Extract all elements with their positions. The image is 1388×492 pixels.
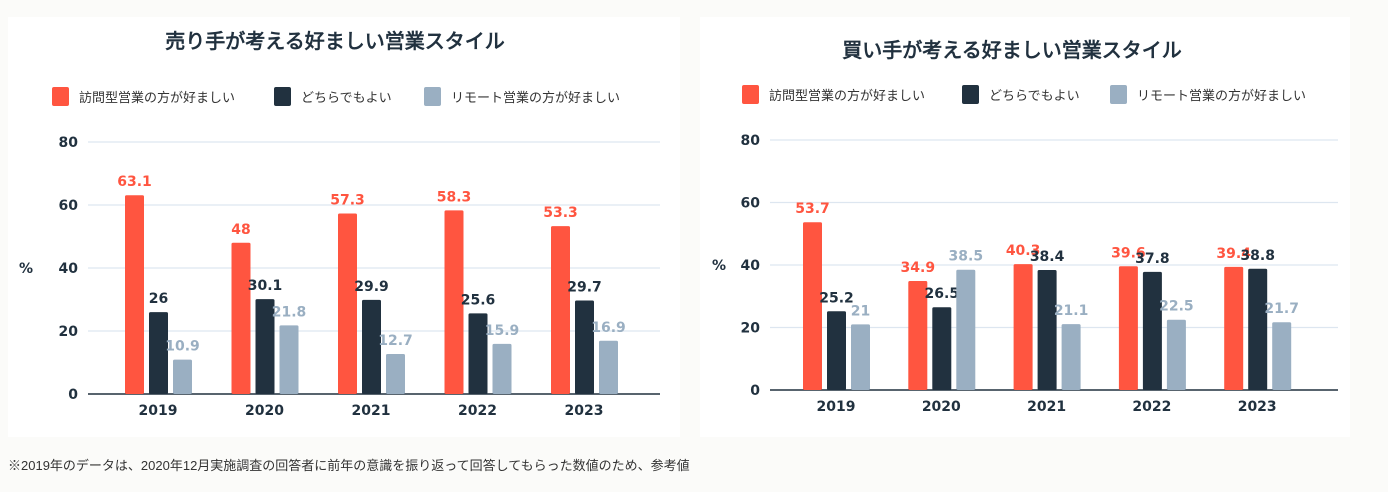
x-tick-label: 2022 xyxy=(1132,399,1171,415)
bar xyxy=(932,307,952,390)
x-tick-label: 2019 xyxy=(139,403,178,419)
bar xyxy=(1166,319,1186,390)
legend-swatch xyxy=(424,87,441,106)
legend-label: 訪問型営業の方が好ましい xyxy=(79,90,235,106)
y-tick-label: 40 xyxy=(59,261,79,277)
bar xyxy=(956,269,976,390)
y-tick-label: 0 xyxy=(68,387,78,403)
bar xyxy=(803,222,822,390)
bar xyxy=(1118,266,1138,390)
chart-title: 買い手が考える好ましい営業スタイル xyxy=(842,38,1181,62)
x-tick-label: 2021 xyxy=(1027,399,1066,415)
x-tick-label: 2020 xyxy=(922,399,961,415)
data-label: 37.8 xyxy=(1135,251,1170,267)
y-tick-label: 60 xyxy=(741,196,761,212)
legend-swatch xyxy=(274,87,291,106)
legend-swatch xyxy=(1110,85,1127,104)
data-label: 25.2 xyxy=(819,290,854,306)
data-label: 29.7 xyxy=(567,279,602,295)
bar xyxy=(362,299,381,394)
bar xyxy=(1037,270,1057,390)
bar xyxy=(1224,266,1244,390)
y-tick-label: 20 xyxy=(741,321,761,337)
bar xyxy=(908,280,928,390)
data-label: 21.8 xyxy=(272,304,307,320)
y-tick-label: 60 xyxy=(59,198,79,214)
bar xyxy=(851,324,870,390)
bar xyxy=(386,353,405,394)
bar xyxy=(468,313,488,394)
data-label: 38.5 xyxy=(949,249,984,265)
data-label: 39.6 xyxy=(1111,245,1146,261)
x-tick-label: 2023 xyxy=(1238,399,1277,415)
bar xyxy=(255,299,275,394)
data-label: 25.6 xyxy=(461,292,496,308)
bar xyxy=(231,242,251,394)
x-tick-label: 2023 xyxy=(565,403,604,419)
legend-label: リモート営業の方が好ましい xyxy=(1137,88,1306,104)
bar xyxy=(827,311,846,390)
legend-swatch xyxy=(52,87,69,106)
bar xyxy=(1272,322,1292,390)
legend-label: 訪問型営業の方が好ましい xyxy=(769,88,925,104)
bar xyxy=(338,213,357,394)
y-tick-label: 0 xyxy=(750,383,760,399)
data-label: 21.7 xyxy=(1264,301,1299,317)
bar xyxy=(575,300,594,394)
data-label: 38.4 xyxy=(1030,249,1065,265)
y-axis-label: % xyxy=(712,258,726,274)
data-label: 22.5 xyxy=(1159,299,1194,315)
y-tick-label: 80 xyxy=(59,135,79,151)
legend-label: どちらでもよい xyxy=(989,89,1080,104)
data-label: 34.9 xyxy=(901,260,936,276)
data-label: 30.1 xyxy=(248,278,283,294)
data-label: 12.7 xyxy=(378,333,413,349)
bar xyxy=(1061,324,1081,390)
x-tick-label: 2022 xyxy=(458,403,497,419)
y-axis-label: % xyxy=(19,261,33,277)
data-label: 53.7 xyxy=(795,201,830,217)
data-label: 21.1 xyxy=(1054,303,1089,319)
data-label: 39.4 xyxy=(1216,246,1251,262)
bar xyxy=(444,210,464,394)
bar xyxy=(1142,271,1162,390)
bar xyxy=(279,325,299,394)
bar xyxy=(149,312,168,394)
bar xyxy=(492,343,512,394)
data-label: 21 xyxy=(851,303,870,319)
legend-label: リモート営業の方が好ましい xyxy=(451,90,620,106)
legend-label: どちらでもよい xyxy=(301,91,392,106)
y-tick-label: 80 xyxy=(741,133,761,149)
x-tick-label: 2021 xyxy=(352,403,391,419)
data-label: 26.5 xyxy=(925,286,960,302)
footnote: ※2019年のデータは、2020年12月実施調査の回答者に前年の意識を振り返って… xyxy=(8,458,690,473)
x-tick-label: 2019 xyxy=(817,399,856,415)
data-label: 53.3 xyxy=(543,205,578,221)
data-label: 10.9 xyxy=(165,339,200,355)
bar xyxy=(551,226,570,394)
y-tick-label: 20 xyxy=(59,324,79,340)
data-label: 38.8 xyxy=(1240,248,1275,264)
legend-swatch xyxy=(962,85,979,104)
data-label: 29.9 xyxy=(354,279,389,295)
data-label: 16.9 xyxy=(591,320,626,336)
bar xyxy=(1248,268,1268,390)
bar xyxy=(599,340,618,394)
data-label: 40.3 xyxy=(1006,243,1041,259)
data-label: 57.3 xyxy=(330,193,365,209)
x-tick-label: 2020 xyxy=(245,403,284,419)
data-label: 63.1 xyxy=(117,174,152,190)
data-label: 48 xyxy=(231,222,250,238)
chart-title: 売り手が考える好ましい営業スタイル xyxy=(165,29,504,53)
data-label: 58.3 xyxy=(437,189,472,205)
data-label: 26 xyxy=(149,291,168,307)
y-tick-label: 40 xyxy=(741,258,761,274)
bar xyxy=(1013,264,1033,390)
bar xyxy=(173,359,192,394)
bar xyxy=(125,195,144,394)
data-label: 15.9 xyxy=(485,323,520,339)
legend-swatch xyxy=(742,85,759,104)
